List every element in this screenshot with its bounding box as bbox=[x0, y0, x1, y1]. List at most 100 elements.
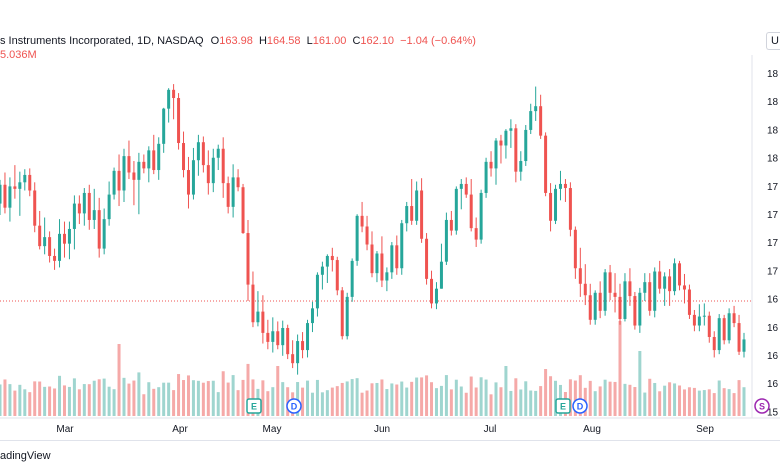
candle-body bbox=[479, 192, 483, 240]
volume-bar bbox=[712, 393, 716, 416]
event-marker-dividend[interactable]: D bbox=[286, 398, 302, 414]
volume-bar bbox=[375, 382, 379, 416]
volume-bar bbox=[663, 385, 667, 416]
candle-body bbox=[702, 315, 706, 317]
candle-body bbox=[186, 170, 190, 195]
event-marker-dividend[interactable]: D bbox=[572, 398, 588, 414]
candle-body bbox=[286, 327, 290, 355]
volume-bar bbox=[82, 384, 86, 416]
candle-body bbox=[107, 194, 111, 220]
candle-body bbox=[648, 282, 652, 311]
candle-body bbox=[420, 190, 424, 239]
candle-body bbox=[28, 174, 32, 191]
time-axis-label: Apr bbox=[172, 424, 188, 435]
candle-body bbox=[38, 225, 42, 247]
volume-bar bbox=[301, 387, 305, 416]
candle-body bbox=[663, 276, 667, 289]
symbol-info-bar: s Instruments Incorporated, 1D, NASDAQ O… bbox=[0, 35, 476, 47]
candle-body bbox=[172, 89, 176, 99]
candle-body bbox=[469, 194, 473, 229]
candle-body bbox=[544, 135, 548, 193]
symbol-title[interactable]: s Instruments Incorporated, 1D, NASDAQ bbox=[0, 35, 204, 47]
price-tick-label: 18 bbox=[767, 154, 779, 165]
volume-bar bbox=[390, 383, 394, 416]
candle-body bbox=[226, 183, 230, 207]
candle-body bbox=[350, 260, 354, 297]
candle-body bbox=[519, 161, 523, 172]
candle-body bbox=[673, 263, 677, 292]
candle-body bbox=[67, 228, 71, 244]
volume-bar bbox=[608, 381, 612, 416]
volume-value: 5.036M bbox=[0, 49, 37, 61]
candle-body bbox=[112, 170, 116, 195]
volume-bar bbox=[365, 390, 369, 416]
candle-body bbox=[390, 245, 394, 273]
candle-body bbox=[137, 161, 141, 180]
volume-bar bbox=[152, 388, 156, 416]
event-marker-letter: E bbox=[251, 402, 257, 412]
event-marker-earnings[interactable]: E bbox=[555, 398, 571, 414]
candle-body bbox=[201, 142, 205, 166]
volume-bar bbox=[425, 375, 429, 416]
volume-bar bbox=[315, 379, 319, 416]
candle-body bbox=[191, 160, 195, 195]
candle-body bbox=[598, 292, 602, 311]
volume-bar bbox=[613, 381, 617, 416]
tradingview-brand[interactable]: adingView bbox=[0, 450, 51, 462]
change-value: −1.04 (−0.64%) bbox=[400, 35, 476, 47]
volume-bar bbox=[420, 377, 424, 416]
volume-bar bbox=[355, 378, 359, 416]
candle-body bbox=[251, 284, 255, 323]
candle-body bbox=[335, 260, 339, 291]
volume-bar bbox=[97, 379, 101, 416]
volume-bar bbox=[449, 389, 453, 416]
candle-body bbox=[732, 313, 736, 324]
volume-bar bbox=[211, 380, 215, 416]
volume-bar bbox=[479, 377, 483, 416]
candle-body bbox=[509, 128, 513, 131]
time-axis-label: Jul bbox=[484, 424, 497, 435]
candle-body bbox=[554, 188, 558, 221]
candle-body bbox=[211, 157, 215, 184]
volume-bar bbox=[410, 381, 414, 416]
volume-bar bbox=[177, 374, 181, 416]
volume-bar bbox=[0, 384, 2, 416]
footer-divider bbox=[0, 440, 780, 441]
event-marker-letter: S bbox=[759, 402, 765, 412]
volume-bar bbox=[33, 381, 37, 416]
close-label: C bbox=[352, 35, 361, 47]
candle-body bbox=[48, 237, 52, 256]
volume-bar bbox=[335, 386, 339, 416]
candle-body bbox=[558, 183, 562, 189]
event-marker-shape bbox=[286, 398, 302, 414]
volume-bar bbox=[668, 382, 672, 416]
candle-body bbox=[484, 161, 488, 193]
volume-bar bbox=[58, 375, 62, 416]
candle-body bbox=[395, 245, 399, 269]
candle-body bbox=[588, 295, 592, 320]
candle-body bbox=[236, 177, 240, 188]
volume-bar bbox=[28, 392, 32, 416]
event-marker-letter: D bbox=[291, 402, 298, 412]
candle-body bbox=[439, 261, 443, 289]
candle-body bbox=[375, 253, 379, 274]
price-unit-button[interactable]: U bbox=[766, 32, 780, 50]
volume-bar bbox=[717, 380, 721, 416]
candle-body bbox=[196, 142, 200, 161]
candle-body bbox=[142, 161, 146, 169]
volume-bar bbox=[241, 379, 245, 416]
candle-body bbox=[573, 229, 577, 269]
candle-body bbox=[464, 183, 468, 195]
volume-bar bbox=[142, 394, 146, 416]
time-axis-label: Aug bbox=[583, 424, 601, 435]
price-tick-label: 17 bbox=[767, 210, 779, 221]
candle-body bbox=[33, 190, 37, 226]
candle-body bbox=[563, 183, 567, 189]
time-axis-label: May bbox=[263, 424, 282, 435]
volume-bar bbox=[325, 390, 329, 416]
event-marker-split[interactable]: S bbox=[754, 398, 770, 414]
event-marker-earnings[interactable]: E bbox=[246, 398, 262, 414]
time-axis-label: Sep bbox=[696, 424, 714, 435]
